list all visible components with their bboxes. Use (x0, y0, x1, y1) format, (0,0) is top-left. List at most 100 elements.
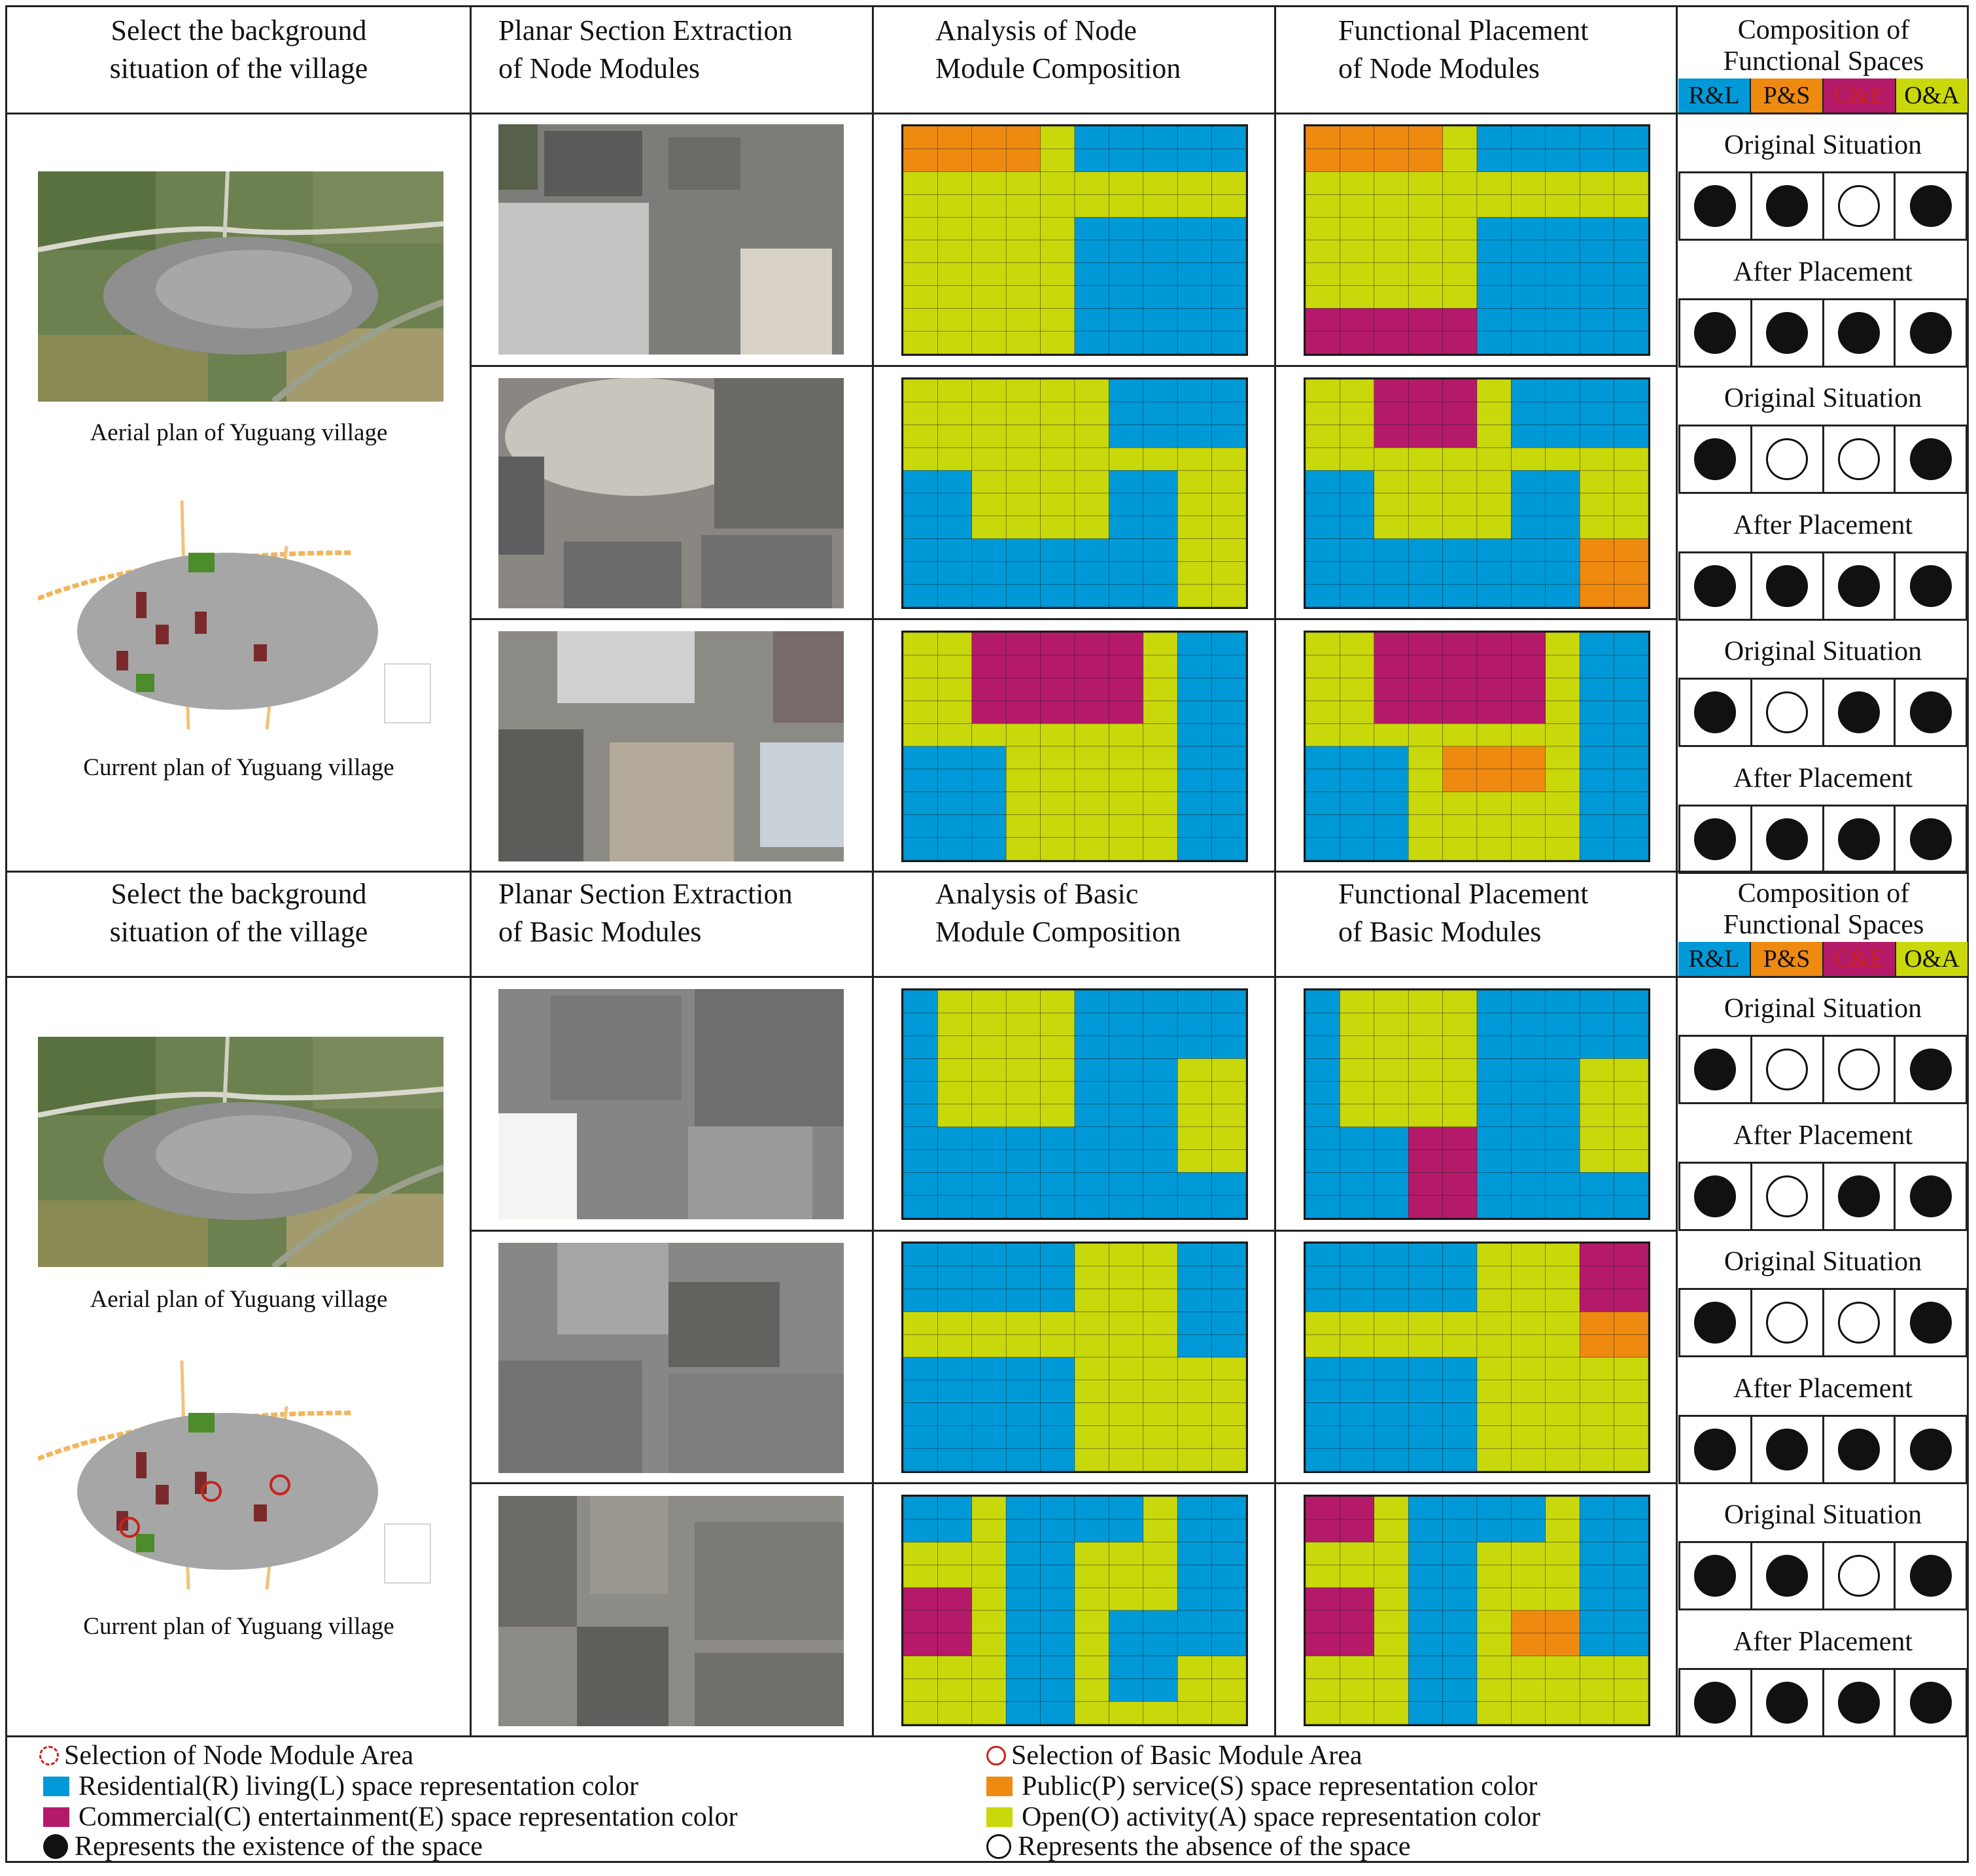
dot-cell (1824, 1417, 1896, 1482)
grid-cell (1306, 1678, 1340, 1701)
grid-cell (1340, 1678, 1374, 1701)
grid-cell (1443, 493, 1477, 516)
grid-cell (1443, 678, 1477, 701)
aerial-caption: Aerial plan of Yuguang village (90, 1286, 388, 1313)
grid-cell (1374, 1542, 1408, 1565)
grid-cell (1443, 1542, 1477, 1565)
grid-cell (972, 1448, 1006, 1471)
grid-cell (1477, 1425, 1511, 1448)
grid-cell (1511, 1497, 1545, 1520)
grid-cell (1580, 678, 1614, 701)
grid-cell (1477, 447, 1511, 470)
grid-cell (1041, 1520, 1075, 1542)
dot-cell (1896, 300, 1966, 366)
grid-cell (1041, 263, 1075, 286)
grid-cell (1546, 561, 1580, 584)
grid-cell (1006, 286, 1040, 309)
grid-cell (1408, 447, 1442, 470)
grid-cell (1109, 1425, 1143, 1448)
grid-cell (1443, 447, 1477, 470)
dot-cell (1824, 426, 1896, 492)
filled-circle-icon (1909, 1555, 1952, 1597)
grid-cell (1477, 1311, 1511, 1334)
grid-cell (1546, 837, 1580, 860)
grid-cell (1546, 1633, 1580, 1656)
grid-cell (1511, 1448, 1545, 1471)
grid-cell (1306, 1497, 1340, 1520)
grid-cell (1614, 1289, 1648, 1312)
grid-cell (1212, 746, 1246, 769)
grid-cell (1546, 1013, 1580, 1036)
grid-cell (1340, 447, 1374, 470)
dot-row (1678, 298, 1967, 368)
grid-cell (1109, 1013, 1143, 1036)
grid-cell (972, 814, 1006, 837)
grid-cell (1041, 1195, 1075, 1218)
grid-cell (1408, 1058, 1442, 1081)
grid-cell (1177, 470, 1211, 493)
grid-cell (903, 539, 937, 562)
dot-row (1678, 425, 1967, 494)
grid-cell (1075, 194, 1109, 217)
grid-cell (937, 1081, 971, 1104)
dot-cell (1752, 807, 1824, 872)
grid-cell (1006, 1195, 1040, 1218)
grid-cell (1408, 172, 1442, 195)
divider (5, 976, 1969, 978)
grid-cell (903, 1565, 937, 1588)
grid-cell (1041, 1633, 1075, 1656)
dot-cell (1896, 1543, 1966, 1608)
grid-cell (1075, 1172, 1109, 1195)
grid-cell (903, 286, 937, 309)
grid-cell (903, 1656, 937, 1679)
grid-cell (1306, 1243, 1340, 1266)
space-tags: R&L P&S C&E O&A (1678, 942, 1967, 976)
grid-cell (1143, 1013, 1177, 1036)
grid-cell (937, 655, 971, 678)
grid-cell (1443, 1013, 1477, 1036)
grid-cell (972, 1334, 1006, 1357)
grid-cell (972, 1678, 1006, 1701)
grid-cell (937, 172, 971, 195)
grid-cell (1075, 1497, 1109, 1520)
grid-cell (1006, 1058, 1040, 1081)
grid-cell (1340, 1311, 1374, 1334)
grid-cell (1306, 308, 1340, 331)
grid-cell (1443, 1058, 1477, 1081)
grid-cell (1006, 1013, 1040, 1036)
grid-cell (1340, 1656, 1374, 1679)
grid-cell (1041, 1127, 1075, 1150)
grid-cell (1041, 655, 1075, 678)
grid-cell (972, 1656, 1006, 1679)
grid-cell (1374, 194, 1408, 217)
grid-cell (1477, 1542, 1511, 1565)
grid-cell (1075, 240, 1109, 263)
header-line: situation of the village (109, 52, 368, 84)
legend-oa: Open(O) activity(A) space representation… (986, 1802, 1540, 1832)
grid-cell (1075, 678, 1109, 701)
grid-cell (937, 1266, 971, 1289)
grid-cell (1143, 678, 1177, 701)
grid-cell (1340, 1425, 1374, 1448)
header-line: Composition of (1737, 15, 1910, 45)
grid-cell (1340, 379, 1374, 402)
grid-cell (1477, 1656, 1511, 1679)
grid-cell (937, 746, 971, 769)
header-line: of Basic Modules (1338, 916, 1542, 948)
grid-cell (1614, 1172, 1648, 1195)
after-placement-label: After Placement (1733, 257, 1913, 287)
grid-cell (1374, 1633, 1408, 1656)
grid-cell (1511, 1403, 1545, 1426)
grid-cell (1340, 194, 1374, 217)
grid-cell (1212, 1104, 1246, 1127)
grid-cell (1006, 1357, 1040, 1380)
grid-cell (937, 1565, 971, 1588)
grid-cell (1408, 379, 1442, 402)
grid-cell (1408, 814, 1442, 837)
grid-cell (1546, 1380, 1580, 1403)
grid-cell (1443, 126, 1477, 149)
grid-cell (1143, 1633, 1177, 1656)
grid-cell (937, 539, 971, 562)
filled-circle-icon (1694, 565, 1737, 607)
